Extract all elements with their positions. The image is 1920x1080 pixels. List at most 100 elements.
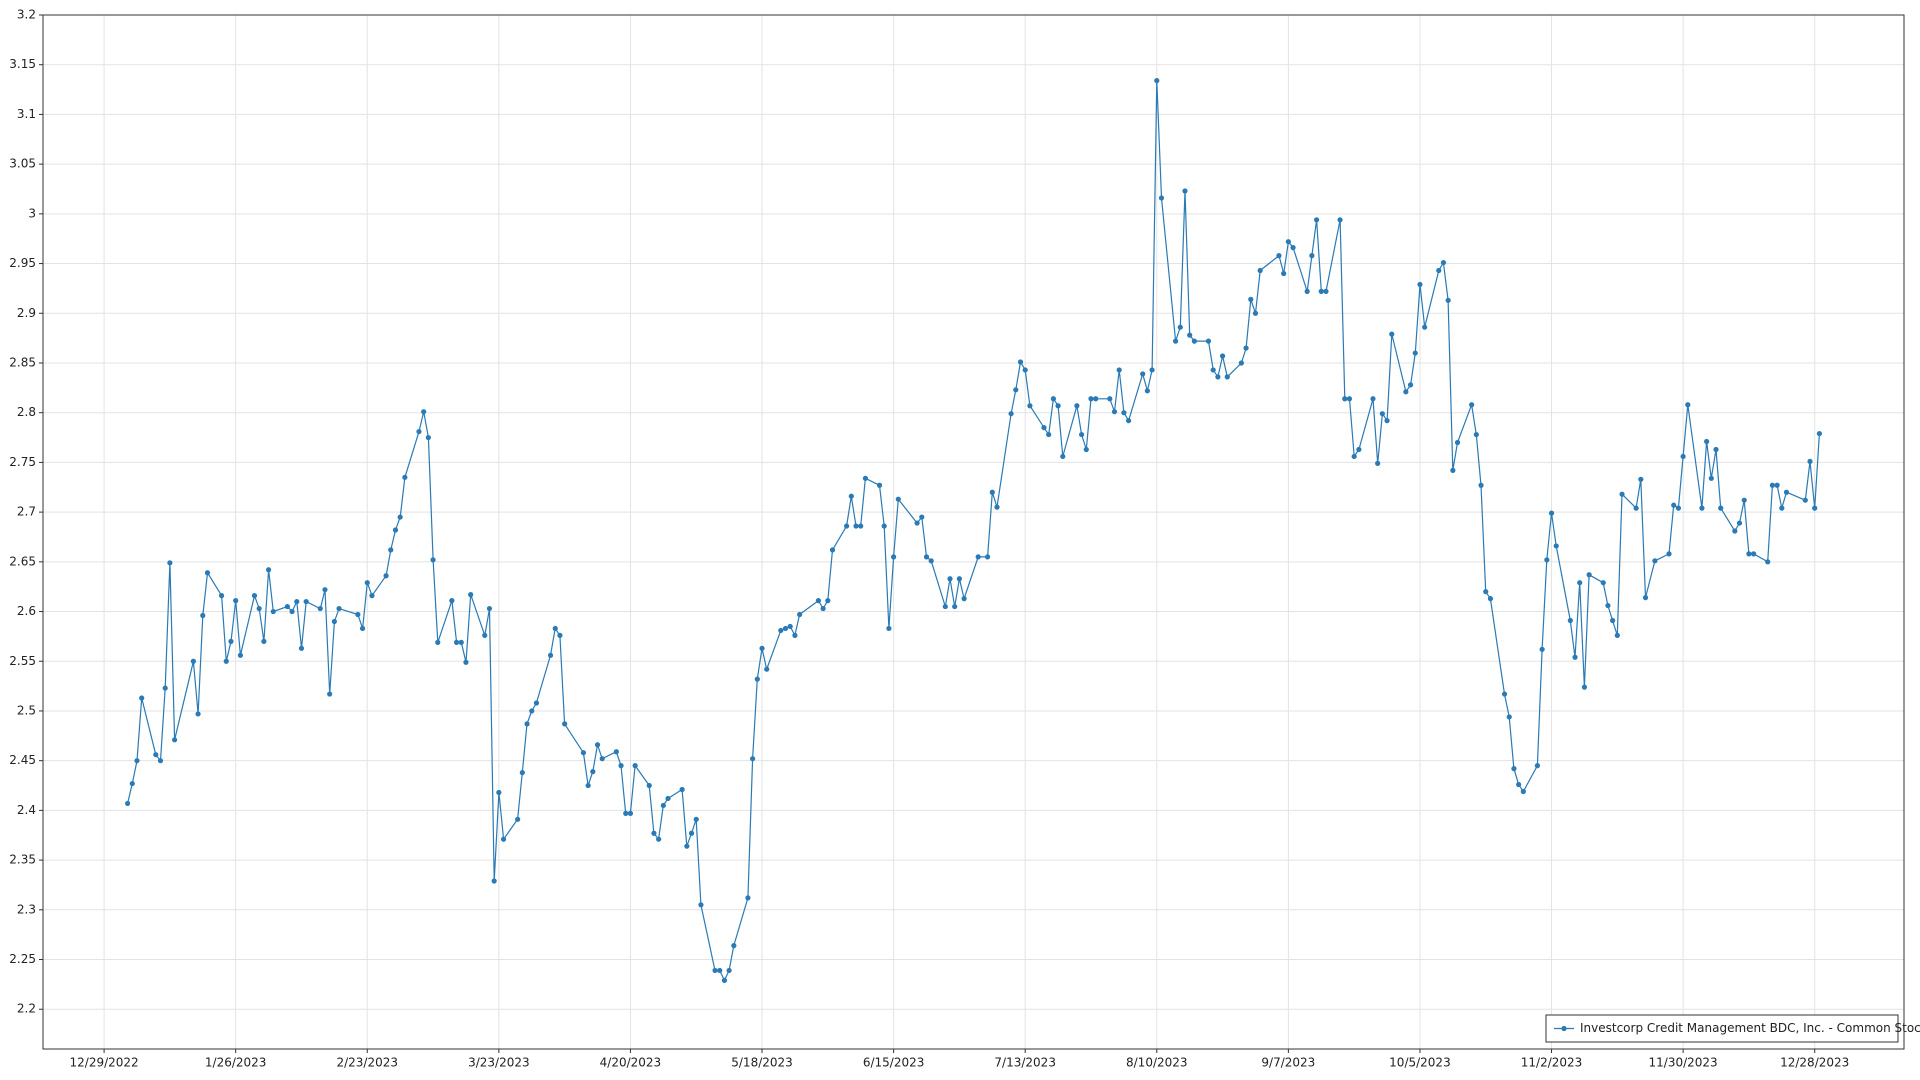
data-point: [1290, 245, 1296, 251]
data-point: [1074, 403, 1080, 409]
data-point: [1008, 411, 1014, 417]
data-point: [463, 659, 469, 665]
data-point: [627, 810, 634, 816]
data-point: [717, 967, 723, 974]
legend-marker: [1561, 1025, 1567, 1032]
data-point: [1614, 632, 1620, 639]
data-point: [421, 409, 427, 415]
data-point: [1699, 505, 1705, 511]
data-point: [923, 554, 930, 560]
data-point: [1454, 439, 1461, 446]
data-point: [1675, 505, 1682, 511]
data-point: [1276, 253, 1282, 259]
data-point: [298, 645, 305, 651]
data-point: [1633, 505, 1639, 511]
data-point: [533, 700, 540, 706]
data-point: [261, 638, 267, 644]
data-point: [294, 598, 300, 605]
x-tick-label: 2/23/2023: [336, 1056, 398, 1070]
data-point: [1346, 396, 1353, 402]
data-point: [1351, 453, 1357, 460]
y-tick-label: 2.8: [17, 405, 36, 419]
data-point: [754, 676, 760, 682]
data-point: [1802, 497, 1808, 503]
data-point: [1370, 396, 1376, 402]
data-point: [237, 652, 243, 658]
data-point: [1013, 387, 1019, 393]
data-point: [1736, 520, 1743, 526]
data-point: [1210, 367, 1216, 373]
data-point: [1511, 766, 1517, 772]
data-point: [1182, 188, 1188, 194]
data-point: [994, 504, 1000, 510]
data-point: [515, 816, 521, 822]
data-point: [1718, 505, 1724, 511]
data-point: [632, 763, 638, 769]
data-point: [1732, 528, 1738, 534]
data-point: [679, 786, 685, 793]
data-point: [1140, 371, 1146, 377]
data-point: [952, 603, 958, 610]
y-tick-label: 2.65: [9, 554, 36, 568]
data-point: [829, 547, 836, 553]
data-point: [256, 605, 262, 612]
data-point: [1581, 684, 1588, 690]
data-point: [797, 611, 803, 618]
data-point: [1356, 446, 1362, 453]
y-tick-label: 3.2: [17, 8, 36, 22]
x-tick-label: 3/23/2023: [468, 1056, 530, 1070]
data-point: [284, 603, 290, 610]
y-tick-label: 2.85: [9, 355, 36, 369]
data-point: [651, 830, 657, 836]
data-point: [1313, 217, 1320, 223]
data-point: [1384, 418, 1390, 424]
x-tick-label: 12/29/2022: [70, 1056, 139, 1070]
x-tick-label: 7/13/2023: [994, 1056, 1056, 1070]
data-point: [1417, 281, 1423, 288]
data-point: [1436, 267, 1442, 274]
data-point: [1224, 374, 1230, 380]
data-point: [1060, 453, 1066, 460]
data-point: [1638, 476, 1644, 482]
data-point: [1041, 425, 1047, 431]
y-tick-label: 2.5: [17, 703, 36, 717]
data-point: [491, 878, 497, 884]
data-point: [1685, 402, 1691, 408]
data-point: [1149, 367, 1155, 373]
data-point: [1769, 482, 1776, 488]
data-point: [580, 750, 587, 756]
data-point: [1257, 267, 1263, 274]
data-point: [430, 557, 436, 563]
data-point: [1534, 763, 1541, 769]
data-point: [331, 618, 337, 625]
x-tick-label: 5/18/2023: [731, 1056, 793, 1070]
data-point: [1389, 331, 1395, 337]
data-point: [1403, 389, 1409, 395]
data-point: [1022, 367, 1028, 373]
data-point: [820, 605, 826, 612]
data-point: [1704, 438, 1710, 445]
data-point: [1116, 367, 1122, 373]
data-point: [1187, 332, 1193, 338]
data-point: [435, 639, 441, 645]
data-point: [1671, 502, 1677, 508]
data-point: [594, 742, 601, 748]
data-point: [552, 625, 558, 632]
legend: Investcorp Credit Management BDC, Inc. -…: [1545, 1014, 1920, 1043]
data-point: [449, 598, 455, 604]
data-point: [815, 598, 822, 604]
data-point: [656, 836, 662, 842]
data-point: [778, 627, 784, 634]
data-point: [698, 902, 704, 908]
y-tick-label: 3: [28, 206, 36, 220]
data-point: [1779, 505, 1785, 511]
x-tick-label: 8/10/2023: [1126, 1056, 1188, 1070]
data-point: [392, 527, 399, 533]
data-point: [1422, 324, 1428, 330]
data-point: [369, 593, 375, 599]
data-point: [590, 769, 596, 775]
data-point: [1469, 402, 1475, 408]
data-point: [1619, 491, 1625, 497]
data-point: [1191, 338, 1197, 344]
